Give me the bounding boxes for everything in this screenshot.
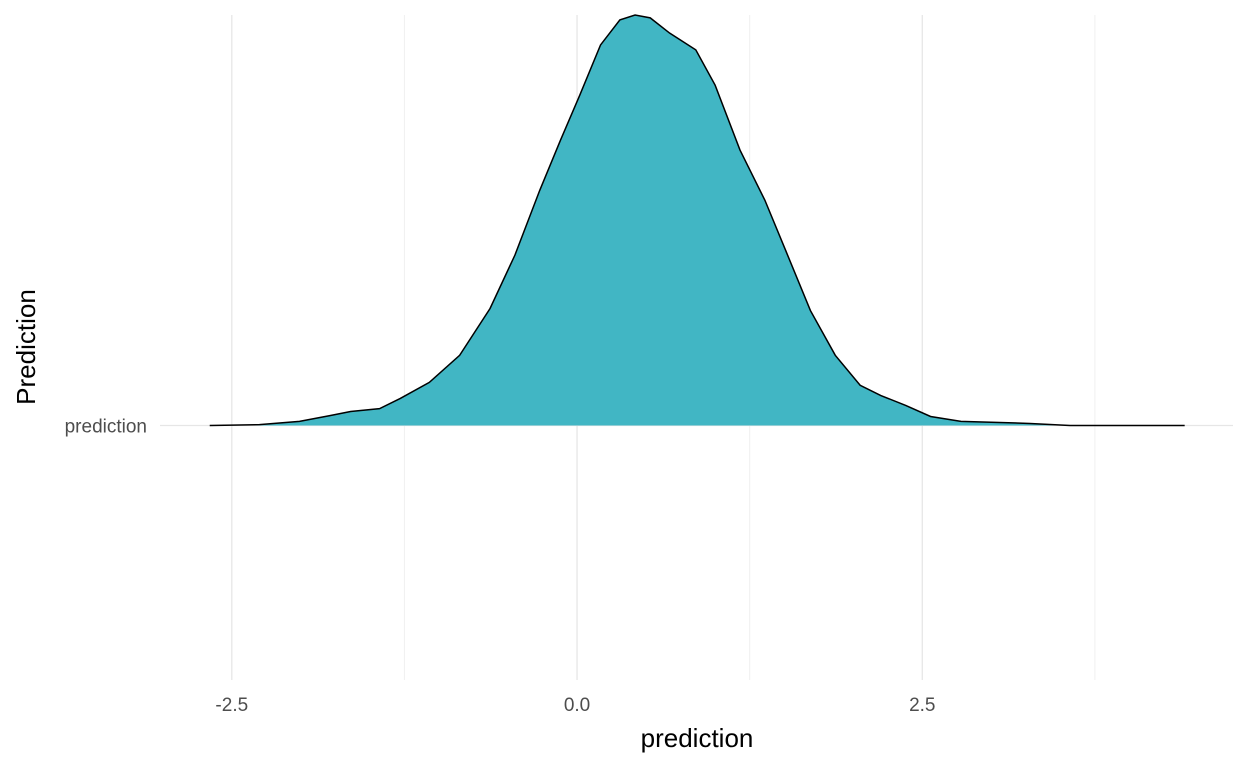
x-tick-label: 0.0	[564, 695, 590, 716]
y-axis-title: Prediction	[11, 289, 41, 405]
x-tick-label: 2.5	[909, 695, 935, 716]
density-outline	[209, 14, 1185, 427]
y-tick-label: prediction	[65, 417, 147, 438]
x-axis-title: prediction	[641, 723, 754, 753]
x-tick-label: -2.5	[215, 695, 248, 716]
density-area	[209, 15, 1185, 426]
